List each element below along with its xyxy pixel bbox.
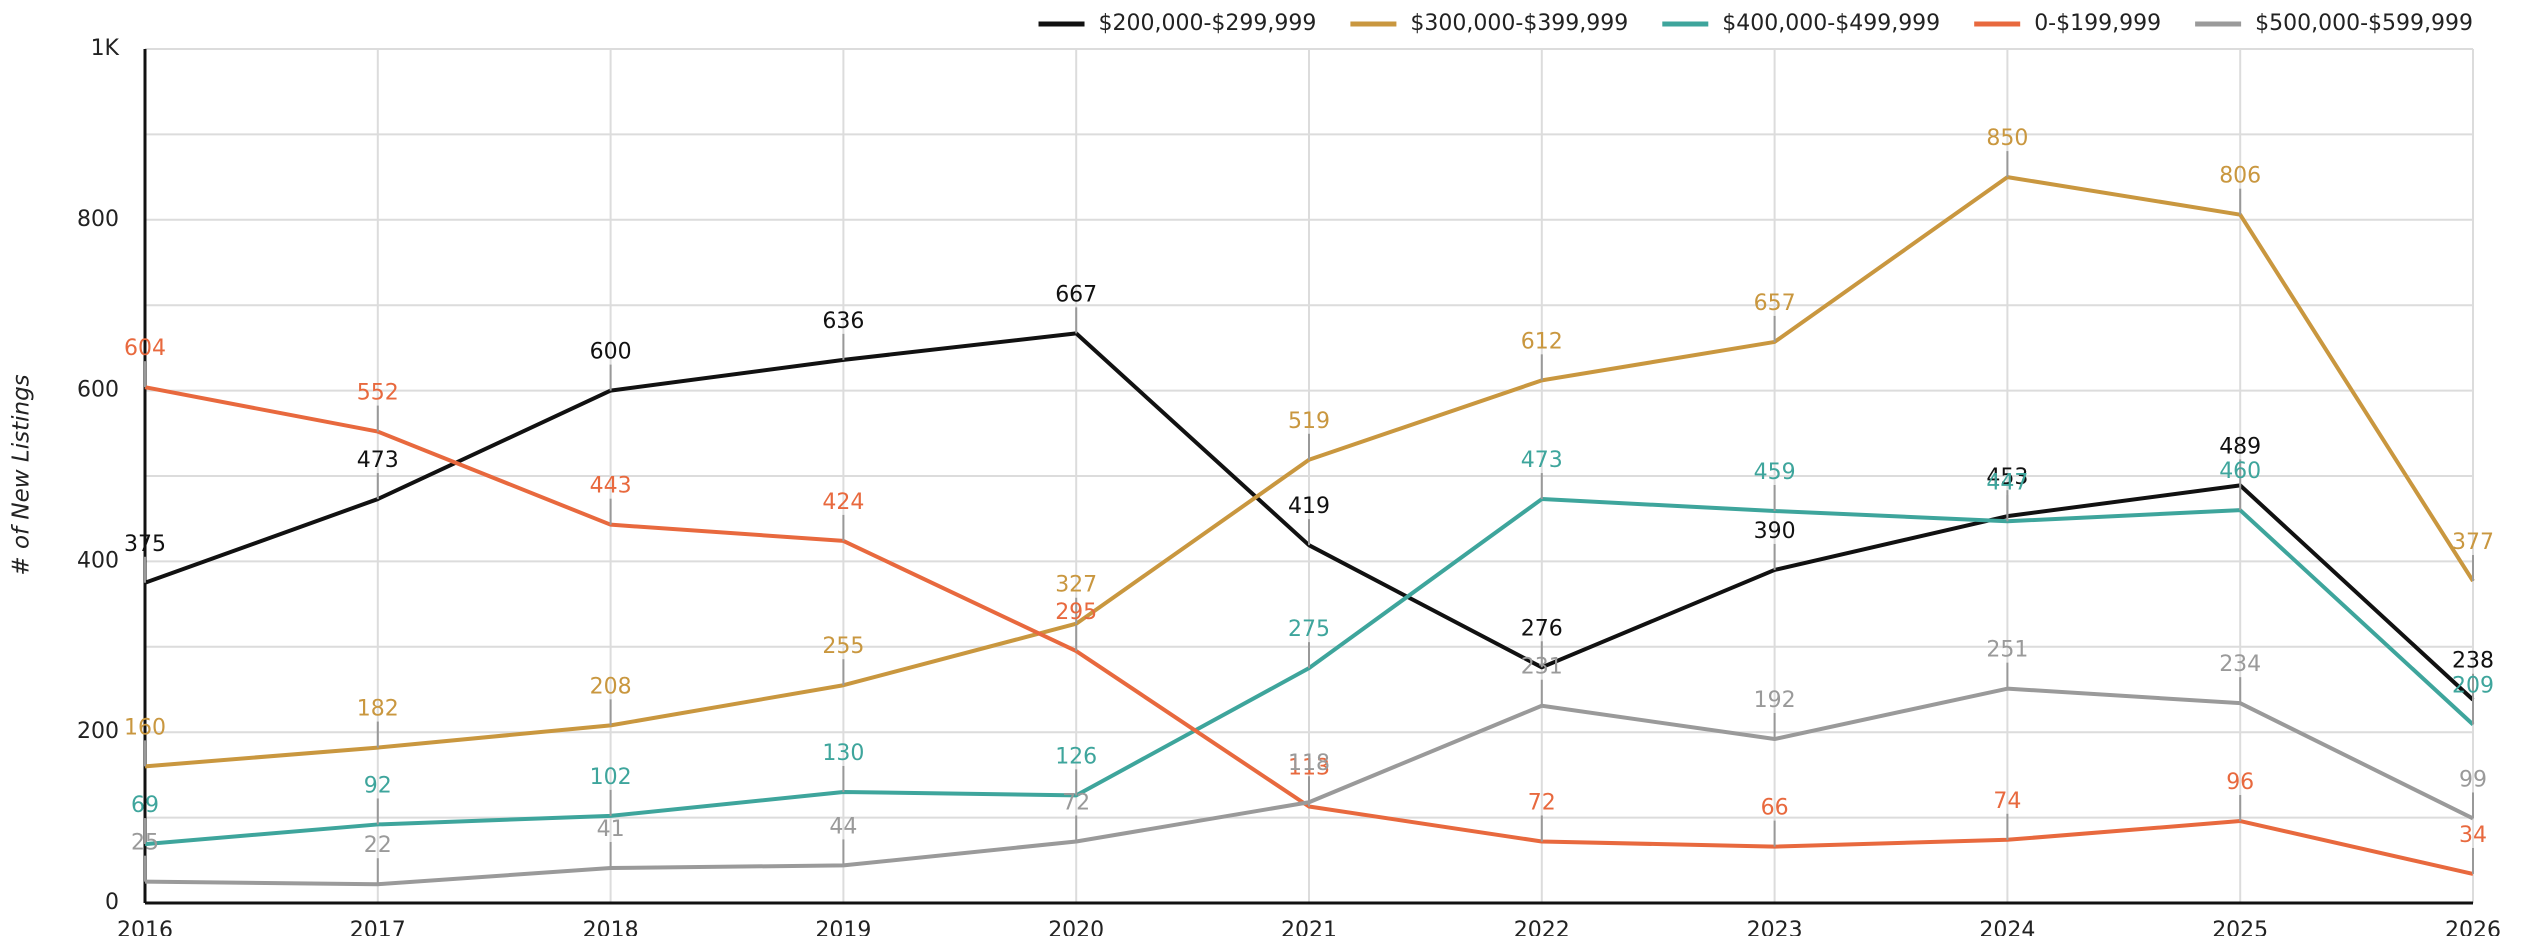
- x-tick-label: 2020: [1048, 918, 1104, 936]
- data-label: 327: [1055, 573, 1097, 598]
- data-label: 66: [1761, 796, 1789, 821]
- data-label: 377: [2452, 530, 2494, 555]
- x-tick-label: 2017: [350, 918, 406, 936]
- data-label: 102: [590, 765, 632, 790]
- data-label: 72: [1528, 791, 1556, 816]
- data-label: 600: [590, 340, 632, 365]
- data-label: 208: [590, 674, 632, 699]
- data-label: 251: [1986, 638, 2028, 663]
- data-label: 419: [1288, 494, 1330, 519]
- data-label: 604: [124, 336, 166, 361]
- data-label: 22: [364, 833, 392, 858]
- data-label: 459: [1754, 460, 1796, 485]
- data-label: 238: [2452, 649, 2494, 674]
- x-tick-label: 2018: [583, 918, 639, 936]
- legend-label: $200,000-$299,999: [1099, 11, 1317, 36]
- data-label: 182: [357, 697, 399, 722]
- data-label: 72: [1062, 791, 1090, 816]
- data-label: 375: [124, 532, 166, 557]
- data-label: 74: [1993, 789, 2021, 814]
- data-label: 96: [2226, 770, 2254, 795]
- data-label: 806: [2219, 164, 2261, 189]
- data-label: 126: [1055, 744, 1097, 769]
- data-label: 44: [829, 814, 857, 839]
- y-tick-label: 400: [77, 548, 119, 573]
- data-label: 130: [822, 741, 864, 766]
- data-label: 34: [2459, 823, 2487, 848]
- y-tick-label: 800: [77, 207, 119, 232]
- legend-label: $300,000-$399,999: [1410, 11, 1628, 36]
- x-tick-label: 2023: [1747, 918, 1803, 936]
- data-label: 552: [357, 381, 399, 406]
- data-label: 473: [1521, 448, 1563, 473]
- x-tick-label: 2026: [2445, 918, 2501, 936]
- data-label: 160: [124, 715, 166, 740]
- legend-label: $500,000-$599,999: [2255, 11, 2473, 36]
- y-tick-label: 600: [77, 378, 119, 403]
- data-label: 473: [357, 448, 399, 473]
- data-label: 460: [2219, 459, 2261, 484]
- y-tick-label: 0: [105, 890, 119, 915]
- data-label: 390: [1754, 519, 1796, 544]
- data-label: 295: [1055, 600, 1097, 625]
- legend-label: 0-$199,999: [2034, 11, 2161, 36]
- data-label: 453: [1986, 465, 2028, 490]
- data-label: 231: [1521, 655, 1563, 680]
- data-label: 276: [1521, 616, 1563, 641]
- y-tick-label: 1K: [91, 36, 120, 61]
- data-label: 667: [1055, 282, 1097, 307]
- data-label: 636: [822, 309, 864, 334]
- data-label: 234: [2219, 652, 2261, 677]
- data-label: 443: [590, 474, 632, 499]
- data-label: 209: [2452, 674, 2494, 699]
- y-tick-label: 200: [77, 719, 119, 744]
- data-label: 275: [1288, 617, 1330, 642]
- data-label: 519: [1288, 409, 1330, 434]
- y-axis-label: # of New Listings: [9, 374, 35, 575]
- data-label: 255: [822, 634, 864, 659]
- legend-label: $400,000-$499,999: [1722, 11, 1940, 36]
- data-label: 447: [1986, 470, 2028, 495]
- data-label: 92: [364, 773, 392, 798]
- data-label: 99: [2459, 767, 2487, 792]
- data-label: 489: [2219, 434, 2261, 459]
- x-tick-label: 2019: [815, 918, 871, 936]
- x-tick-label: 2022: [1514, 918, 1570, 936]
- x-tick-label: 2021: [1281, 918, 1337, 936]
- data-label: 41: [597, 817, 625, 842]
- data-label: 25: [131, 831, 159, 856]
- x-tick-label: 2016: [117, 918, 173, 936]
- data-label: 118: [1288, 751, 1330, 776]
- data-label: 424: [822, 490, 864, 515]
- data-label: 612: [1521, 329, 1563, 354]
- data-label: 69: [131, 793, 159, 818]
- data-label: 657: [1754, 291, 1796, 316]
- data-label: 850: [1986, 126, 2028, 151]
- data-label: 192: [1754, 688, 1796, 713]
- x-tick-label: 2024: [1979, 918, 2035, 936]
- x-tick-label: 2025: [2212, 918, 2268, 936]
